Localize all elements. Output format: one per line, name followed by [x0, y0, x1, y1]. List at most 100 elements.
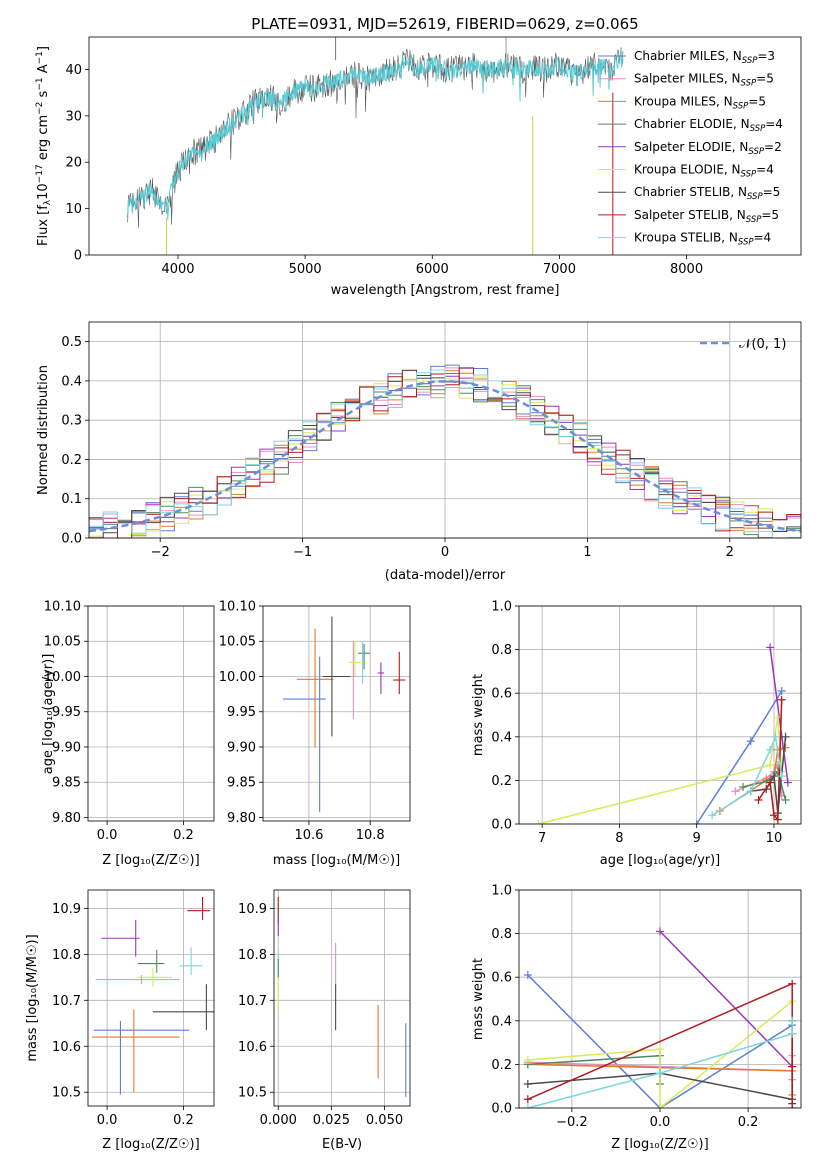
point-chabrier-elodie	[357, 644, 371, 670]
x-tick-label: 0.0	[97, 828, 118, 843]
series-line	[527, 1000, 793, 1108]
series-kroupa-stelib	[708, 732, 786, 820]
series-marker	[766, 745, 775, 754]
x-axis-label: E(B-V)	[322, 1137, 362, 1152]
y-tick-label: 40	[65, 63, 82, 78]
x-tick-label: 0.2	[738, 1115, 759, 1130]
y-tick-label: 9.95	[227, 705, 256, 720]
histogram-kroupa-stelib	[89, 369, 801, 538]
series-salpeter-elodie	[766, 643, 792, 787]
series-marker	[692, 820, 701, 824]
point-salpeter-stelib	[187, 896, 211, 920]
series-marker	[788, 979, 797, 988]
series-kroupa-elodie	[534, 713, 786, 824]
point-chabrier-miles	[93, 1020, 190, 1095]
point-chabrier-stelib	[322, 616, 351, 737]
point-kroupa-elodie	[137, 968, 172, 987]
series-chabrier-miles	[692, 687, 786, 824]
series-marker	[523, 971, 532, 980]
point-kroupa-stelib	[179, 947, 203, 976]
x-tick-label: −0.2	[556, 1115, 588, 1130]
series-line	[527, 1020, 793, 1108]
plot-area	[91, 896, 214, 1095]
series-line	[769, 647, 789, 783]
y-tick-label: 1.0	[491, 884, 512, 899]
x-tick-label: 10.8	[356, 828, 385, 843]
plot-area	[282, 616, 406, 812]
plot-area	[126, 37, 624, 255]
x-tick-label: 8	[615, 831, 623, 846]
y-tick-label: 20	[65, 156, 82, 171]
series-marker	[523, 1056, 532, 1065]
x-tick-label: 0.025	[313, 1113, 350, 1128]
point-kroupa-miles	[91, 1009, 180, 1093]
point-chabrier-elodie	[138, 644, 165, 669]
y-tick-label: 9.95	[52, 705, 81, 720]
y-tick-label: 10.7	[238, 994, 267, 1009]
y-tick-label: 10.9	[52, 902, 81, 917]
x-tick-label: 0.000	[260, 1113, 297, 1128]
series-salpeter-elodie	[656, 927, 797, 1071]
axes-frame	[88, 36, 802, 256]
x-axis-label: age [log₁₀(age/yr)]	[600, 853, 721, 868]
y-tick-label: 0.1	[61, 492, 82, 507]
series-line	[527, 982, 793, 1104]
y-axis-label: Flux [fλ10−17 erg cm−2 s−1 A−1]	[35, 46, 53, 246]
x-tick-label: 7	[538, 831, 546, 846]
legend-entry: Chabrier MILES, NSSP=3	[634, 49, 775, 66]
series-marker	[746, 737, 755, 746]
x-tick-label: 0.2	[173, 1113, 194, 1128]
series-line	[659, 930, 793, 1068]
legend: Chabrier MILES, NSSP=3 Salpeter MILES, NS…	[598, 49, 783, 248]
series-marker	[708, 811, 717, 820]
y-tick-label: 9.85	[52, 776, 81, 791]
y-tick-label: 10.5	[52, 1086, 81, 1101]
x-axis-label: (data-model)/error	[385, 568, 506, 583]
x-tick-label: 6000	[416, 262, 449, 277]
series-line	[538, 717, 783, 824]
point-salpeter-stelib	[199, 652, 207, 694]
axes-frame	[88, 321, 802, 539]
legend-entry: Salpeter MILES, NSSP=5	[634, 72, 774, 89]
point-salpeter-miles	[95, 975, 180, 985]
point-salpeter-elodie	[377, 662, 384, 695]
series-line	[696, 690, 783, 824]
y-tick-label: 0.5	[61, 335, 82, 350]
series-marker	[656, 1069, 664, 1078]
series-marker	[783, 778, 792, 787]
x-tick-label: 5000	[289, 262, 322, 277]
y-tick-label: 0.8	[491, 643, 512, 658]
legend-entry: Kroupa MILES, NSSP=5	[634, 94, 766, 111]
y-tick-label: 9.90	[227, 740, 256, 755]
point-kroupa-stelib	[359, 641, 366, 684]
y-tick-label: 30	[65, 109, 82, 124]
y-tick-label: 10.10	[44, 600, 81, 615]
panel-mass_vs_Z: 0.0 0.2 10.5 10.6 10.7 10.8 10.9 Z [log₁₀(Z/Z☉)…	[25, 889, 215, 1152]
x-tick-label: 0.2	[173, 828, 194, 843]
y-tick-label: 10.05	[44, 635, 81, 650]
y-tick-label: 10.05	[219, 635, 256, 650]
point-salpeter-elodie	[101, 919, 140, 957]
series-marker	[777, 687, 786, 696]
y-tick-label: 9.80	[227, 811, 256, 826]
axes-frame	[87, 605, 215, 822]
series-marker	[656, 1104, 664, 1108]
y-tick-label: 0.4	[491, 730, 512, 745]
y-axis-label: mass weight	[471, 958, 486, 1040]
x-axis-label: Z [log₁₀(Z/Z☉)]	[102, 853, 199, 868]
series-marker	[769, 811, 778, 820]
x-tick-label: 0.050	[366, 1113, 403, 1128]
y-tick-label: 0.0	[61, 532, 82, 547]
plot-area	[523, 927, 797, 1108]
series-marker	[769, 772, 778, 781]
panel-mass_weight_vs_age: 7 8 9 10 0.0 0.2 0.4 0.6 0.8 1.0 age [log₁₀(age/yr…	[471, 600, 802, 868]
point-kroupa-elodie	[138, 641, 172, 676]
y-tick-label: 10.7	[52, 994, 81, 1009]
series-line	[719, 746, 786, 812]
point-kroupa-miles	[92, 629, 180, 748]
x-tick-label: 2	[726, 545, 734, 560]
series-marker	[788, 1099, 797, 1108]
x-tick-label: 4000	[161, 262, 194, 277]
y-tick-label: 10.5	[238, 1086, 267, 1101]
